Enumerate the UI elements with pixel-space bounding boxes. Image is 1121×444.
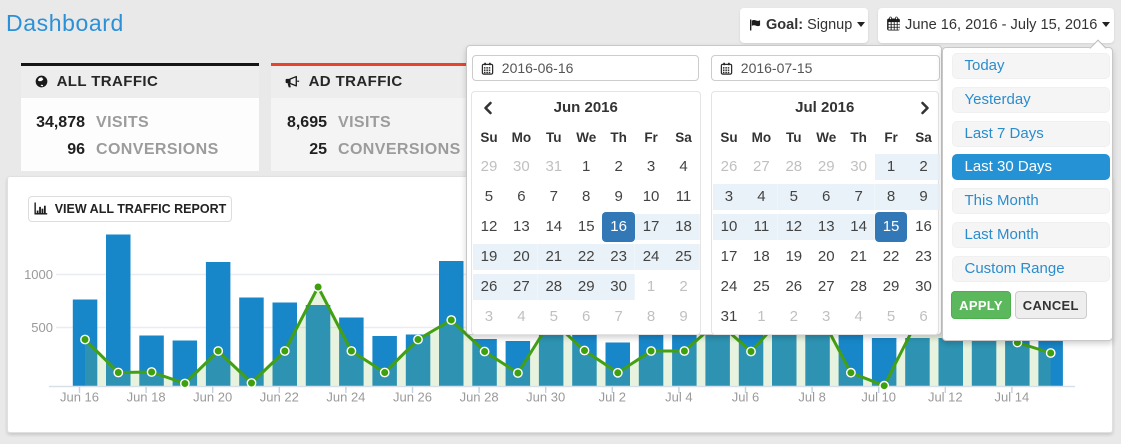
svg-text:1000: 1000 [24, 267, 53, 282]
svg-text:Jun 26: Jun 26 [393, 390, 432, 405]
svg-text:Jul 6: Jul 6 [732, 390, 759, 405]
svg-text:Jul 4: Jul 4 [665, 390, 692, 405]
svg-text:Jun 20: Jun 20 [193, 390, 232, 405]
svg-text:Jun 18: Jun 18 [127, 390, 166, 405]
svg-text:500: 500 [31, 320, 53, 335]
svg-text:Jul 14: Jul 14 [995, 390, 1030, 405]
svg-text:Jul 2: Jul 2 [599, 390, 626, 405]
svg-text:Jul 12: Jul 12 [928, 390, 963, 405]
svg-text:Jun 16: Jun 16 [60, 390, 99, 405]
svg-text:Jul 8: Jul 8 [798, 390, 825, 405]
svg-text:Jun 22: Jun 22 [260, 390, 299, 405]
svg-text:Jun 30: Jun 30 [526, 390, 565, 405]
svg-text:Jul 10: Jul 10 [861, 390, 896, 405]
svg-text:Jun 24: Jun 24 [326, 390, 365, 405]
svg-text:Jun 28: Jun 28 [460, 390, 499, 405]
